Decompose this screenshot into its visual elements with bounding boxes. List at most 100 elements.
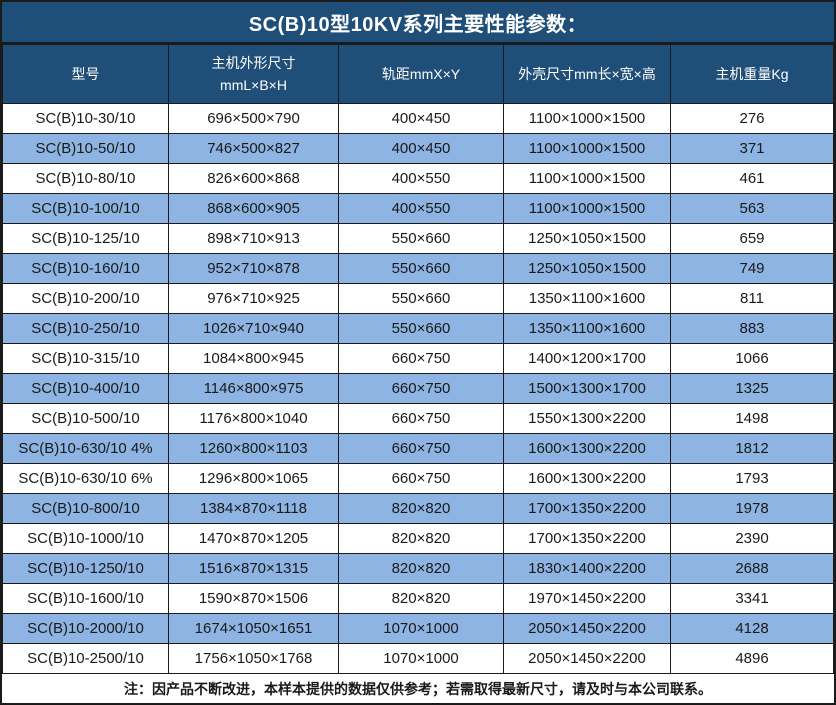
shell-cell: 1400×1200×1700 [503,343,671,374]
rail-cell: 660×750 [338,433,504,464]
shell-cell: 2050×1450×2200 [503,643,671,674]
rail-cell: 1070×1000 [338,643,504,674]
shell-cell: 1250×1050×1500 [503,253,671,284]
weight-cell: 4128 [670,613,834,644]
table-row: SC(B)10-100/10 868×600×905 400×550 1100×100… [2,193,834,224]
col-header-weight: 主机重量Kg [670,44,834,104]
dimensions-cell: 1176×800×1040 [168,403,339,434]
table-row: SC(B)10-315/10 1084×800×945 660×750 1400×12… [2,343,834,374]
rail-cell: 660×750 [338,403,504,434]
shell-cell: 1500×1300×1700 [503,373,671,404]
model-cell: SC(B)10-630/10 6% [2,463,169,494]
model-cell: SC(B)10-80/10 [2,163,169,194]
rail-cell: 660×750 [338,463,504,494]
shell-cell: 1970×1450×2200 [503,583,671,614]
table-row: SC(B)10-80/10 826×600×868 400×550 1100×1000… [2,163,834,194]
col-header-shell: 外壳尺寸mm长×宽×高 [503,44,671,104]
rail-cell: 660×750 [338,373,504,404]
shell-cell: 1100×1000×1500 [503,163,671,194]
model-cell: SC(B)10-315/10 [2,343,169,374]
shell-cell: 1350×1100×1600 [503,313,671,344]
model-cell: SC(B)10-800/10 [2,493,169,524]
table-row: SC(B)10-125/10 898×710×913 550×660 1250×105… [2,223,834,254]
rail-cell: 400×550 [338,163,504,194]
dimensions-cell: 1590×870×1506 [168,583,339,614]
shell-cell: 1550×1300×2200 [503,403,671,434]
model-cell: SC(B)10-200/10 [2,283,169,314]
dimensions-cell: 1384×870×1118 [168,493,339,524]
rail-cell: 400×450 [338,103,504,134]
rail-cell: 550×660 [338,253,504,284]
table-row: SC(B)10-500/10 1176×800×1040 660×750 1550×1… [2,403,834,434]
table-body: SC(B)10-30/10 696×500×790 400×450 1100×1000… [2,103,834,674]
table-row: SC(B)10-160/10 952×710×878 550×660 1250×105… [2,253,834,284]
dimensions-cell: 826×600×868 [168,163,339,194]
shell-cell: 1250×1050×1500 [503,223,671,254]
weight-cell: 811 [670,283,834,314]
rail-cell: 820×820 [338,583,504,614]
rail-cell: 820×820 [338,553,504,584]
model-cell: SC(B)10-30/10 [2,103,169,134]
table-row: SC(B)10-30/10 696×500×790 400×450 1100×1000… [2,103,834,134]
weight-cell: 1793 [670,463,834,494]
rail-cell: 820×820 [338,493,504,524]
table-row: SC(B)10-1250/10 1516×870×1315 820×820 1830×… [2,553,834,584]
model-cell: SC(B)10-500/10 [2,403,169,434]
rail-cell: 660×750 [338,343,504,374]
dimensions-cell: 1296×800×1065 [168,463,339,494]
col-header-rail: 轨距mmX×Y [338,44,504,104]
weight-cell: 276 [670,103,834,134]
rail-cell: 550×660 [338,283,504,314]
model-cell: SC(B)10-160/10 [2,253,169,284]
dimensions-cell: 1084×800×945 [168,343,339,374]
weight-cell: 1978 [670,493,834,524]
weight-cell: 563 [670,193,834,224]
rail-cell: 550×660 [338,223,504,254]
table-row: SC(B)10-50/10 746×500×827 400×450 1100×1000… [2,133,834,164]
model-cell: SC(B)10-250/10 [2,313,169,344]
dimensions-cell: 868×600×905 [168,193,339,224]
weight-cell: 371 [670,133,834,164]
table-row: SC(B)10-200/10 976×710×925 550×660 1350×110… [2,283,834,314]
table-row: SC(B)10-630/10 6% 1296×800×1065 660×750 160… [2,463,834,494]
shell-cell: 1700×1350×2200 [503,493,671,524]
dimensions-cell: 696×500×790 [168,103,339,134]
weight-cell: 461 [670,163,834,194]
dimensions-cell: 1756×1050×1768 [168,643,339,674]
footer-note: 注：因产品不断改进，本样本提供的数据仅供参考；若需取得最新尺寸，请及时与本公司联… [2,674,834,703]
rail-cell: 820×820 [338,523,504,554]
col-header-model: 型号 [2,44,169,104]
shell-cell: 1830×1400×2200 [503,553,671,584]
model-cell: SC(B)10-50/10 [2,133,169,164]
model-cell: SC(B)10-1250/10 [2,553,169,584]
weight-cell: 659 [670,223,834,254]
weight-cell: 1325 [670,373,834,404]
shell-cell: 1600×1300×2200 [503,463,671,494]
table-row: SC(B)10-2000/10 1674×1050×1651 1070×1000 20… [2,613,834,644]
shell-cell: 1600×1300×2200 [503,433,671,464]
weight-cell: 1498 [670,403,834,434]
rail-cell: 400×450 [338,133,504,164]
table-row: SC(B)10-400/10 1146×800×975 660×750 1500×13… [2,373,834,404]
model-cell: SC(B)10-1600/10 [2,583,169,614]
weight-cell: 883 [670,313,834,344]
weight-cell: 1066 [670,343,834,374]
shell-cell: 2050×1450×2200 [503,613,671,644]
dimensions-cell: 1470×870×1205 [168,523,339,554]
shell-cell: 1100×1000×1500 [503,103,671,134]
dimensions-cell: 746×500×827 [168,133,339,164]
table-header: 型号 主机外形尺寸 mmL×B×H 轨距mmX×Y 外壳尺寸mm长×宽×高 主机… [2,44,834,104]
col-header-dimensions: 主机外形尺寸 mmL×B×H [168,44,339,104]
dimensions-cell: 898×710×913 [168,223,339,254]
weight-cell: 2688 [670,553,834,584]
dimensions-cell: 1146×800×975 [168,373,339,404]
dimensions-cell: 952×710×878 [168,253,339,284]
dimensions-cell: 976×710×925 [168,283,339,314]
model-cell: SC(B)10-2000/10 [2,613,169,644]
model-cell: SC(B)10-400/10 [2,373,169,404]
shell-cell: 1100×1000×1500 [503,193,671,224]
table-row: SC(B)10-250/10 1026×710×940 550×660 1350×11… [2,313,834,344]
table-row: SC(B)10-1600/10 1590×870×1506 820×820 1970×… [2,583,834,614]
model-cell: SC(B)10-125/10 [2,223,169,254]
